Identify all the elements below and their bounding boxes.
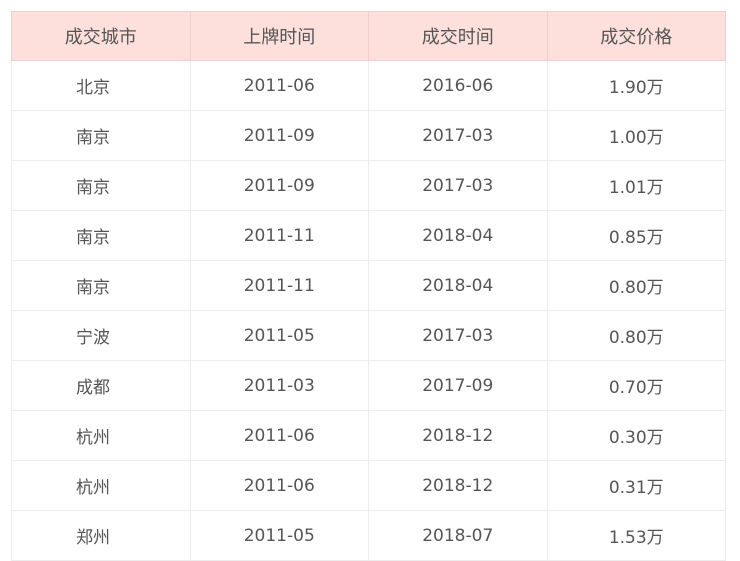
- cell-price: 1.00万: [546, 110, 726, 161]
- table-row: 成都 2011-03 2017-09 0.70万: [11, 360, 726, 411]
- cell-listing-date: 2011-09: [189, 160, 369, 211]
- cell-sale-date: 2018-04: [368, 260, 548, 311]
- cell-sale-date: 2018-12: [368, 410, 548, 461]
- cell-sale-date: 2017-03: [368, 110, 548, 161]
- cell-sale-date: 2018-12: [368, 460, 548, 511]
- table-row: 南京 2011-11 2018-04 0.85万: [11, 210, 726, 261]
- cell-price: 1.53万: [546, 510, 726, 561]
- cell-sale-date: 2016-06: [368, 60, 548, 111]
- cell-price: 0.70万: [546, 360, 726, 411]
- table-row: 南京 2011-11 2018-04 0.80万: [11, 260, 726, 311]
- cell-listing-date: 2011-06: [189, 460, 369, 511]
- transaction-table: 成交城市 上牌时间 成交时间 成交价格 北京 2011-06 2016-06 1.90万 南京…: [11, 11, 726, 561]
- cell-price: 1.01万: [546, 160, 726, 211]
- cell-city: 南京: [11, 210, 191, 261]
- cell-price: 0.80万: [546, 310, 726, 361]
- cell-city: 成都: [11, 360, 191, 411]
- table-row: 杭州 2011-06 2018-12 0.31万: [11, 460, 726, 511]
- cell-sale-date: 2017-03: [368, 160, 548, 211]
- table-row: 南京 2011-09 2017-03 1.00万: [11, 110, 726, 161]
- cell-listing-date: 2011-06: [189, 410, 369, 461]
- table-row: 杭州 2011-06 2018-12 0.30万: [11, 410, 726, 461]
- cell-listing-date: 2011-06: [189, 60, 369, 111]
- header-city: 成交城市: [11, 11, 191, 61]
- cell-city: 宁波: [11, 310, 191, 361]
- cell-price: 1.90万: [546, 60, 726, 111]
- cell-city: 杭州: [11, 410, 191, 461]
- cell-city: 北京: [11, 60, 191, 111]
- cell-city: 南京: [11, 160, 191, 211]
- cell-listing-date: 2011-11: [189, 260, 369, 311]
- cell-city: 杭州: [11, 460, 191, 511]
- table-row: 郑州 2011-05 2018-07 1.53万: [11, 510, 726, 561]
- cell-city: 南京: [11, 110, 191, 161]
- cell-city: 南京: [11, 260, 191, 311]
- cell-sale-date: 2018-04: [368, 210, 548, 261]
- header-listing-date: 上牌时间: [189, 11, 369, 61]
- header-price: 成交价格: [546, 11, 726, 61]
- cell-listing-date: 2011-11: [189, 210, 369, 261]
- cell-price: 0.85万: [546, 210, 726, 261]
- cell-listing-date: 2011-05: [189, 310, 369, 361]
- cell-listing-date: 2011-09: [189, 110, 369, 161]
- cell-sale-date: 2017-09: [368, 360, 548, 411]
- header-sale-date: 成交时间: [368, 11, 548, 61]
- table-row: 南京 2011-09 2017-03 1.01万: [11, 160, 726, 211]
- cell-sale-date: 2017-03: [368, 310, 548, 361]
- table-row: 北京 2011-06 2016-06 1.90万: [11, 60, 726, 111]
- cell-sale-date: 2018-07: [368, 510, 548, 561]
- cell-listing-date: 2011-05: [189, 510, 369, 561]
- cell-city: 郑州: [11, 510, 191, 561]
- table-row: 宁波 2011-05 2017-03 0.80万: [11, 310, 726, 361]
- cell-price: 0.31万: [546, 460, 726, 511]
- table-header-row: 成交城市 上牌时间 成交时间 成交价格: [11, 11, 726, 61]
- cell-price: 0.80万: [546, 260, 726, 311]
- cell-price: 0.30万: [546, 410, 726, 461]
- cell-listing-date: 2011-03: [189, 360, 369, 411]
